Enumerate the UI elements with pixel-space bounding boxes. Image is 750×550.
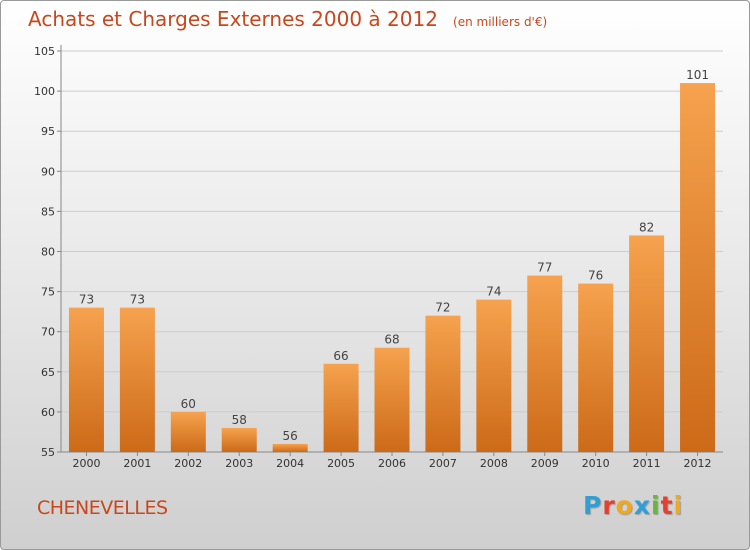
labels: 55 60 65 70 75 80 85 90 95 100 105 73 2000 73 2001 60 20… [34, 45, 712, 470]
bar-2012 [680, 83, 716, 452]
value-label: 101 [686, 68, 709, 82]
x-tick-label: 2000 [72, 457, 100, 470]
logo-letter: r [602, 491, 616, 520]
chart-unit-label: (en milliers d'€) [453, 15, 548, 29]
x-tick-label: 2004 [276, 457, 304, 470]
logo-letter: i [673, 491, 684, 520]
bar-2007 [425, 315, 461, 452]
bar-2006 [374, 347, 410, 452]
bar-2005 [323, 363, 359, 452]
y-tick-label: 55 [41, 446, 55, 459]
x-tick-label: 2006 [378, 457, 406, 470]
value-label: 72 [435, 301, 450, 315]
y-tick-label: 75 [41, 286, 55, 299]
y-tick-label: 100 [34, 85, 55, 98]
bar-2003 [221, 427, 257, 452]
chart-title: Achats et Charges Externes 2000 à 2012 [28, 7, 438, 31]
commune-name: CHENEVELLES [37, 497, 168, 519]
logo-letter: o [615, 491, 634, 520]
value-label: 68 [384, 333, 399, 347]
x-tick-label: 2001 [123, 457, 151, 470]
x-tick-label: 2008 [480, 457, 508, 470]
y-tick-label: 95 [41, 125, 55, 138]
x-tick-label: 2002 [174, 457, 202, 470]
logo-letter: P [583, 491, 603, 520]
y-tick-label: 65 [41, 366, 55, 379]
value-label: 73 [79, 293, 94, 307]
logo-letter: i [651, 491, 661, 520]
bar-2001 [119, 307, 155, 452]
bar-2010 [578, 283, 614, 452]
y-tick-label: 70 [41, 326, 55, 339]
y-tick-label: 105 [34, 45, 55, 58]
y-tick-label: 90 [41, 165, 55, 178]
bar-2011 [629, 235, 665, 452]
x-tick-label: 2011 [633, 457, 661, 470]
value-label: 77 [537, 261, 552, 275]
value-label: 58 [232, 413, 247, 427]
value-label: 76 [588, 269, 603, 283]
y-tick-label: 60 [41, 406, 55, 419]
x-tick-label: 2003 [225, 457, 253, 470]
chart-title-row: Achats et Charges Externes 2000 à 2012 (… [28, 7, 547, 31]
bar-2002 [170, 411, 206, 452]
bar-2000 [68, 307, 104, 452]
bars [68, 83, 716, 452]
value-label: 66 [333, 349, 348, 363]
x-tick-label: 2012 [684, 457, 712, 470]
logo-letter: x [633, 491, 651, 520]
bar-2004 [272, 443, 308, 452]
y-tick-label: 85 [41, 205, 55, 218]
bar-2009 [527, 275, 563, 452]
proxiti-logo: Proxiti [583, 491, 683, 520]
x-tick-label: 2007 [429, 457, 457, 470]
x-tick-label: 2005 [327, 457, 355, 470]
x-tick-label: 2010 [582, 457, 610, 470]
y-tick-label: 80 [41, 246, 55, 259]
value-label: 73 [130, 293, 145, 307]
x-tick-label: 2009 [531, 457, 559, 470]
value-label: 60 [181, 397, 196, 411]
bar-2008 [476, 299, 512, 452]
logo-letter: t [660, 491, 674, 520]
value-label: 56 [283, 429, 298, 443]
value-label: 74 [486, 285, 501, 299]
value-label: 82 [639, 220, 654, 234]
